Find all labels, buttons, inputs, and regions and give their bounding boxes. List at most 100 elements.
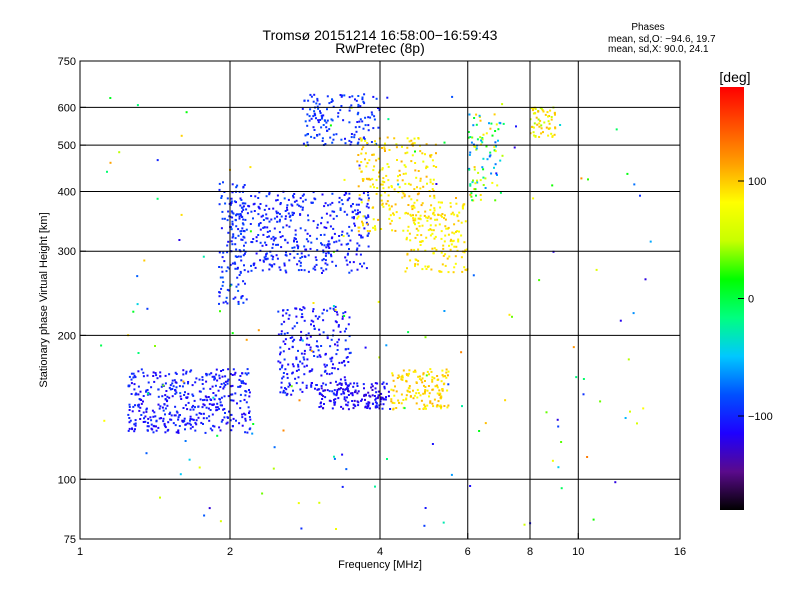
scatter-point (144, 420, 147, 423)
scatter-point (395, 407, 398, 409)
scatter-point (376, 382, 379, 385)
scatter-point (537, 110, 540, 113)
scatter-point (287, 385, 290, 388)
x-axis-ticks: 1 2 4 6 8 10 16 (77, 533, 686, 558)
scatter-point (175, 373, 178, 375)
scatter-point (556, 418, 559, 421)
scatter-point (262, 214, 264, 217)
scatter-point (297, 247, 299, 250)
scatter-point (209, 387, 212, 390)
scatter-point (557, 425, 560, 428)
scatter-point (300, 330, 303, 333)
scatter-point (337, 112, 340, 115)
scatter-point (422, 372, 425, 375)
scatter-point (544, 113, 547, 116)
scatter-point (362, 127, 365, 130)
scatter-point (361, 220, 363, 223)
scatter-point (445, 376, 448, 379)
scatter-point (253, 262, 256, 265)
scatter-point (375, 159, 378, 162)
scatter-point (275, 254, 278, 257)
scatter-point (132, 372, 135, 375)
scatter-point (201, 376, 204, 379)
scatter-point (235, 256, 238, 258)
scatter-point (216, 406, 219, 409)
scatter-point (363, 262, 366, 265)
scatter-point (343, 360, 346, 362)
scatter-point (469, 183, 472, 186)
scatter-point (322, 114, 325, 117)
scatter-point (279, 203, 282, 206)
scatter-point (234, 296, 237, 299)
scatter-point (370, 386, 373, 389)
scatter-point (214, 394, 217, 397)
scatter-point (136, 303, 139, 306)
scatter-point (130, 393, 133, 395)
scatter-point (232, 297, 235, 300)
scatter-point (300, 269, 303, 271)
scatter-point (220, 197, 223, 199)
scatter-point (285, 271, 288, 274)
scatter-point (178, 425, 181, 427)
scatter-point (324, 396, 327, 399)
scatter-point (438, 392, 441, 395)
scatter-point (488, 122, 490, 125)
scatter-point (325, 126, 328, 129)
scatter-point (238, 422, 241, 425)
scatter-point (145, 389, 148, 392)
scatter-point (409, 213, 412, 216)
scatter-point (208, 415, 211, 418)
scatter-point (358, 197, 361, 200)
scatter-point (523, 523, 526, 526)
scatter-point (136, 104, 139, 107)
scatter-point (422, 373, 425, 376)
scatter-point (442, 521, 445, 524)
scatter-point (396, 179, 399, 182)
scatter-point (322, 251, 325, 254)
scatter-point (333, 457, 336, 460)
scatter-point (231, 332, 234, 335)
scatter-point (305, 384, 308, 387)
scatter-point (302, 200, 305, 203)
scatter-point (417, 375, 420, 378)
scatter-point (298, 204, 301, 207)
scatter-point (494, 145, 497, 148)
scatter-point (278, 213, 281, 215)
scatter-point (262, 260, 265, 263)
scatter-point (329, 357, 332, 360)
scatter-point (294, 233, 297, 236)
scatter-point (431, 380, 434, 383)
scatter-point (405, 236, 408, 239)
scatter-point (268, 263, 271, 266)
scatter-point (392, 379, 395, 382)
scatter-point (128, 409, 131, 411)
scatter-point (221, 217, 224, 220)
scatter-point (298, 260, 301, 263)
scatter-point (132, 376, 135, 379)
scatter-point (303, 255, 306, 258)
scatter-point (155, 429, 158, 432)
scatter-point (360, 198, 363, 201)
scatter-point (139, 398, 142, 401)
scatter-point (277, 360, 280, 363)
scatter-point (639, 194, 641, 197)
scatter-point (134, 428, 136, 431)
scatter-point (258, 223, 261, 226)
scatter-point (279, 368, 282, 371)
scatter-point (352, 403, 355, 406)
scatter-point (397, 175, 399, 178)
scatter-point (332, 363, 334, 366)
scatter-point (326, 389, 329, 392)
scatter-point (463, 266, 466, 269)
scatter-point (414, 219, 417, 222)
scatter-point (325, 252, 328, 255)
scatter-point (417, 217, 420, 220)
scatter-point (194, 421, 197, 424)
scatter-point (496, 174, 498, 176)
scatter-point (244, 372, 247, 375)
scatter-point (268, 268, 271, 271)
scatter-point (331, 367, 334, 369)
scatter-point (270, 237, 273, 240)
scatter-point (236, 402, 238, 405)
scatter-point (378, 171, 380, 174)
